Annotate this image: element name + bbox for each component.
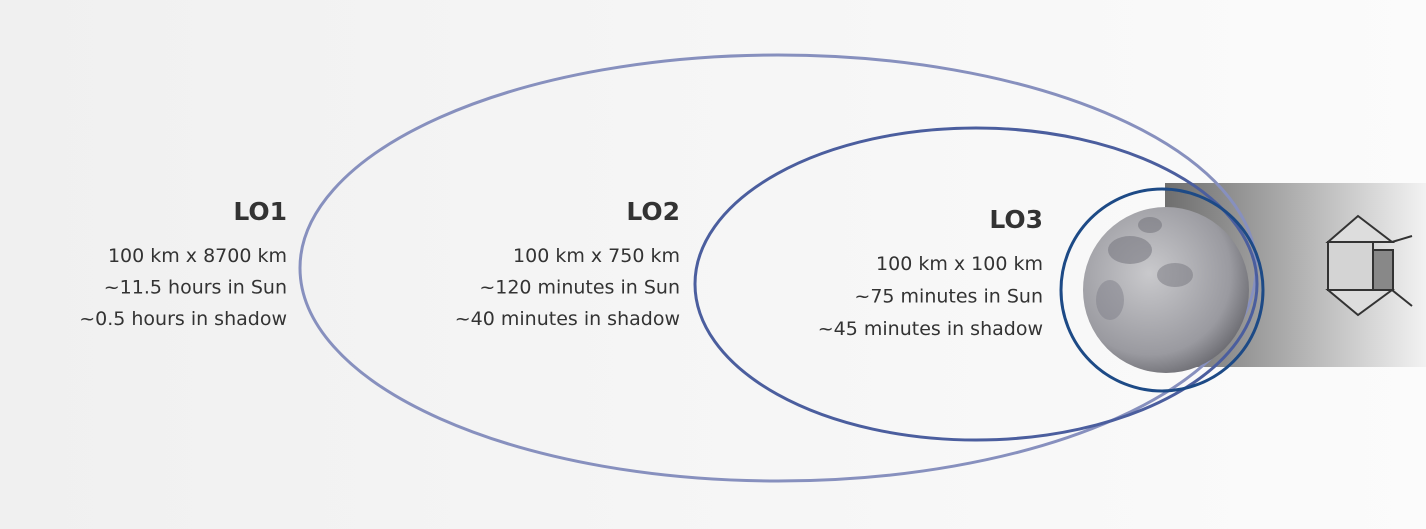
orbit-detail: ~120 minutes in Sun: [479, 277, 680, 299]
orbit-detail: 100 km x 750 km: [513, 245, 680, 267]
orbit-detail: ~11.5 hours in Sun: [104, 277, 287, 299]
orbit-detail: ~45 minutes in shadow: [818, 318, 1043, 340]
orbit-title: LO1: [233, 197, 287, 226]
orbit-title: LO2: [626, 197, 680, 226]
orbit-title: LO3: [989, 205, 1043, 234]
orbit-detail: ~75 minutes in Sun: [854, 286, 1043, 308]
orbit-diagram: LO1 100 km x 8700 km ~11.5 hours in Sun ~0.…: [0, 0, 1426, 529]
orbit-detail: 100 km x 8700 km: [108, 245, 287, 267]
orbit-detail: 100 km x 100 km: [876, 253, 1043, 275]
moon: [1083, 207, 1249, 373]
orbit-detail: ~0.5 hours in shadow: [79, 308, 287, 330]
orbit-detail: ~40 minutes in shadow: [455, 308, 680, 330]
